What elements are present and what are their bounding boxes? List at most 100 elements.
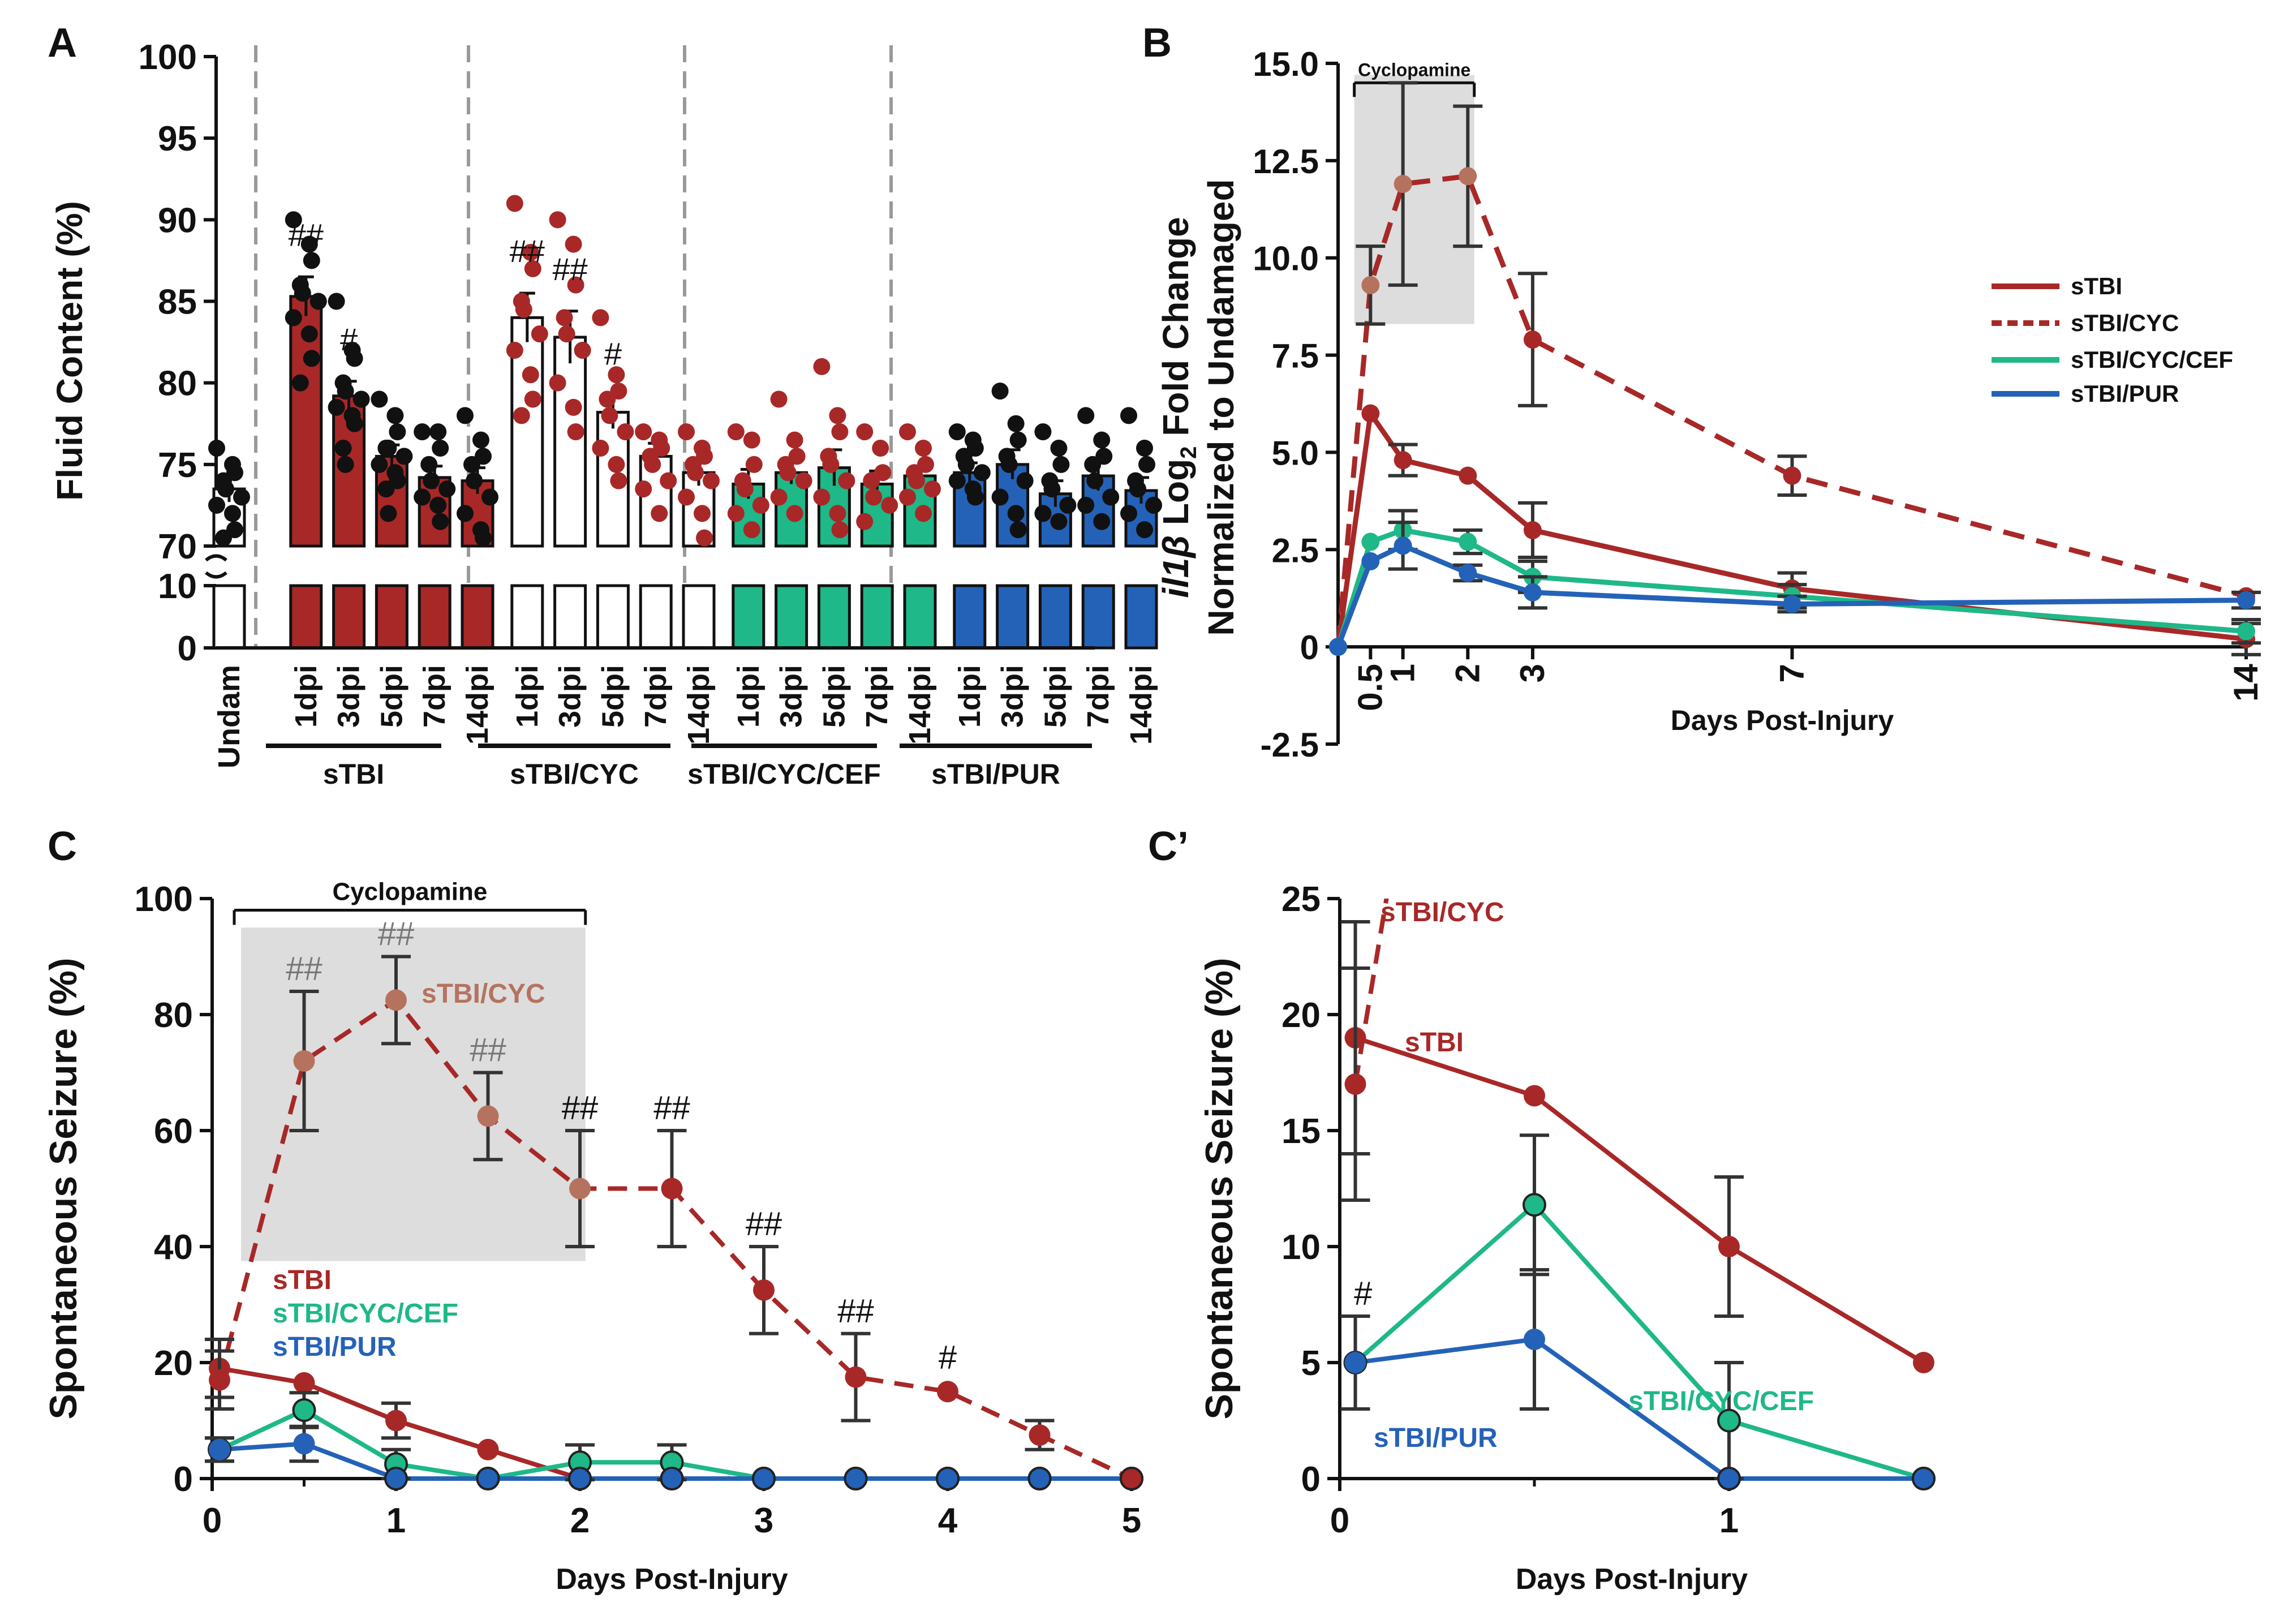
data-point-a: [770, 390, 788, 408]
data-point-a: [1007, 415, 1025, 432]
data-point-a: [1059, 496, 1077, 514]
data-point-a: [472, 431, 489, 449]
data-point-a: [429, 496, 447, 514]
data-point-a: [779, 464, 797, 482]
data-point-a: [522, 244, 539, 261]
y-tick-label-b: 7.5: [1272, 337, 1319, 375]
data-point-a: [414, 488, 431, 506]
data-point-a: [1034, 423, 1052, 441]
data-point-a: [924, 480, 941, 498]
data-point-a: [414, 423, 431, 441]
y-tick-label-c: 0: [174, 1460, 193, 1499]
data-point-a: [208, 440, 225, 457]
data-point-c: [477, 1438, 499, 1460]
data-point-cp: [1523, 1193, 1546, 1217]
data-point-c: [477, 1105, 499, 1127]
data-point-c: [845, 1366, 867, 1388]
data-point-a: [966, 488, 984, 506]
x-tick-label-b: 1: [1384, 664, 1422, 682]
data-point-a: [1120, 407, 1137, 424]
data-point-a: [608, 366, 625, 384]
series-line-cp: [1353, 1201, 1925, 1481]
x-tick-label-a: 7dpi: [418, 665, 451, 728]
y-tick-label-b: 0: [1300, 629, 1319, 667]
data-point-cp: [1344, 1073, 1366, 1095]
y-tick-label-b: 5.0: [1272, 434, 1319, 472]
y-tick-label-b: 10.0: [1253, 240, 1319, 278]
legend-label-b: sTBI/CYC/CEF: [2071, 346, 2233, 373]
data-point-b: [1459, 167, 1477, 186]
data-point-a: [1136, 521, 1153, 539]
y-tick-label-c: 100: [135, 880, 193, 919]
data-point-c: [660, 1467, 684, 1490]
x-tick-label-b: 3: [1513, 664, 1551, 682]
data-point-a: [1050, 440, 1068, 457]
bar-lower-a: [461, 584, 494, 650]
data-point-a: [1138, 456, 1155, 473]
panel-label-a: A: [48, 20, 77, 66]
y-tick-label-a: 95: [158, 119, 197, 158]
y-axis-label-c: Spontaneous Seizure (%): [42, 957, 85, 1419]
data-point-c: [292, 1398, 316, 1423]
legend-label-b: sTBI/CYC: [2071, 310, 2179, 336]
bar-lower-a: [732, 584, 765, 650]
x-tick-label-a: Undam: [212, 665, 246, 768]
data-point-b: [1523, 583, 1542, 602]
data-point-a: [831, 423, 849, 441]
data-point-a: [506, 195, 523, 212]
bar-lower-a: [510, 584, 544, 650]
data-point-a: [743, 521, 760, 539]
data-point-a: [549, 211, 566, 229]
bar-lower-a: [418, 584, 451, 650]
bar-lower-a: [553, 584, 587, 650]
bar-lower-a: [212, 584, 246, 650]
data-point-a: [795, 472, 812, 489]
y-tick-label-a: 75: [158, 446, 197, 485]
data-point-a: [481, 488, 498, 506]
data-point-a: [948, 472, 966, 489]
data-point-b: [1394, 175, 1412, 194]
data-point-a: [300, 235, 318, 253]
plot-area-cp: [1340, 899, 1936, 1490]
data-point-a: [881, 496, 898, 514]
data-point-a: [337, 456, 354, 473]
data-point-a: [829, 407, 846, 424]
data-point-a: [380, 440, 397, 457]
data-point-b: [1459, 532, 1477, 551]
data-point-a: [377, 480, 395, 498]
x-axis-label-cp: Days Post-Injury: [1516, 1563, 1748, 1596]
data-point-a: [635, 480, 652, 498]
data-point-a: [991, 383, 1009, 400]
bar-upper-a: [553, 336, 587, 548]
group-label-a: sTBI: [323, 758, 384, 790]
panel-label-b: B: [1142, 20, 1172, 66]
x-tick-label-a: 5dpi: [1038, 665, 1072, 728]
significance-mark-a: ##: [552, 251, 587, 287]
data-point-a: [973, 464, 991, 482]
x-tick-label-a: 14dpi: [461, 665, 494, 745]
data-point-a: [829, 505, 846, 522]
x-tick-label-c: 1: [386, 1501, 406, 1540]
series-label-cp: sTBI: [1405, 1028, 1464, 1058]
x-tick-label-cp: 0: [1330, 1501, 1349, 1540]
data-point-a: [300, 325, 318, 343]
data-point-a: [565, 398, 582, 416]
y-tick-label-a: 0: [178, 629, 197, 668]
significance-mark-c: ##: [470, 1032, 506, 1068]
x-axis-label-c: Days Post-Injury: [556, 1563, 788, 1596]
series-label-c: sTBI/PUR: [273, 1332, 397, 1362]
y-tick-label-cp: 10: [1281, 1228, 1321, 1267]
data-point-a: [506, 342, 523, 359]
data-point-a: [346, 415, 363, 432]
data-point-a: [567, 276, 584, 294]
data-point-a: [908, 472, 925, 489]
y-tick-label-cp: 5: [1301, 1344, 1321, 1383]
data-point-a: [233, 488, 250, 506]
data-point-a: [558, 325, 575, 343]
data-point-a: [346, 350, 363, 367]
data-point-a: [678, 488, 695, 506]
bar-lower-a: [289, 584, 323, 650]
data-point-b: [1361, 276, 1380, 294]
data-point-a: [1043, 480, 1061, 498]
group-label-a: sTBI/PUR: [931, 758, 1060, 790]
